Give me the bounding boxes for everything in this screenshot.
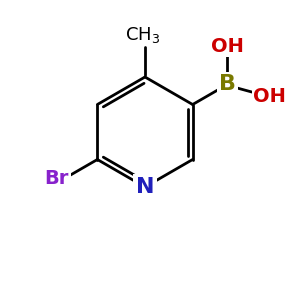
Text: N: N [136,177,154,197]
Text: OH: OH [211,37,244,56]
Text: CH$_3$: CH$_3$ [125,25,160,45]
Text: OH: OH [253,87,286,106]
Text: Br: Br [44,169,69,188]
Text: B: B [219,74,236,94]
